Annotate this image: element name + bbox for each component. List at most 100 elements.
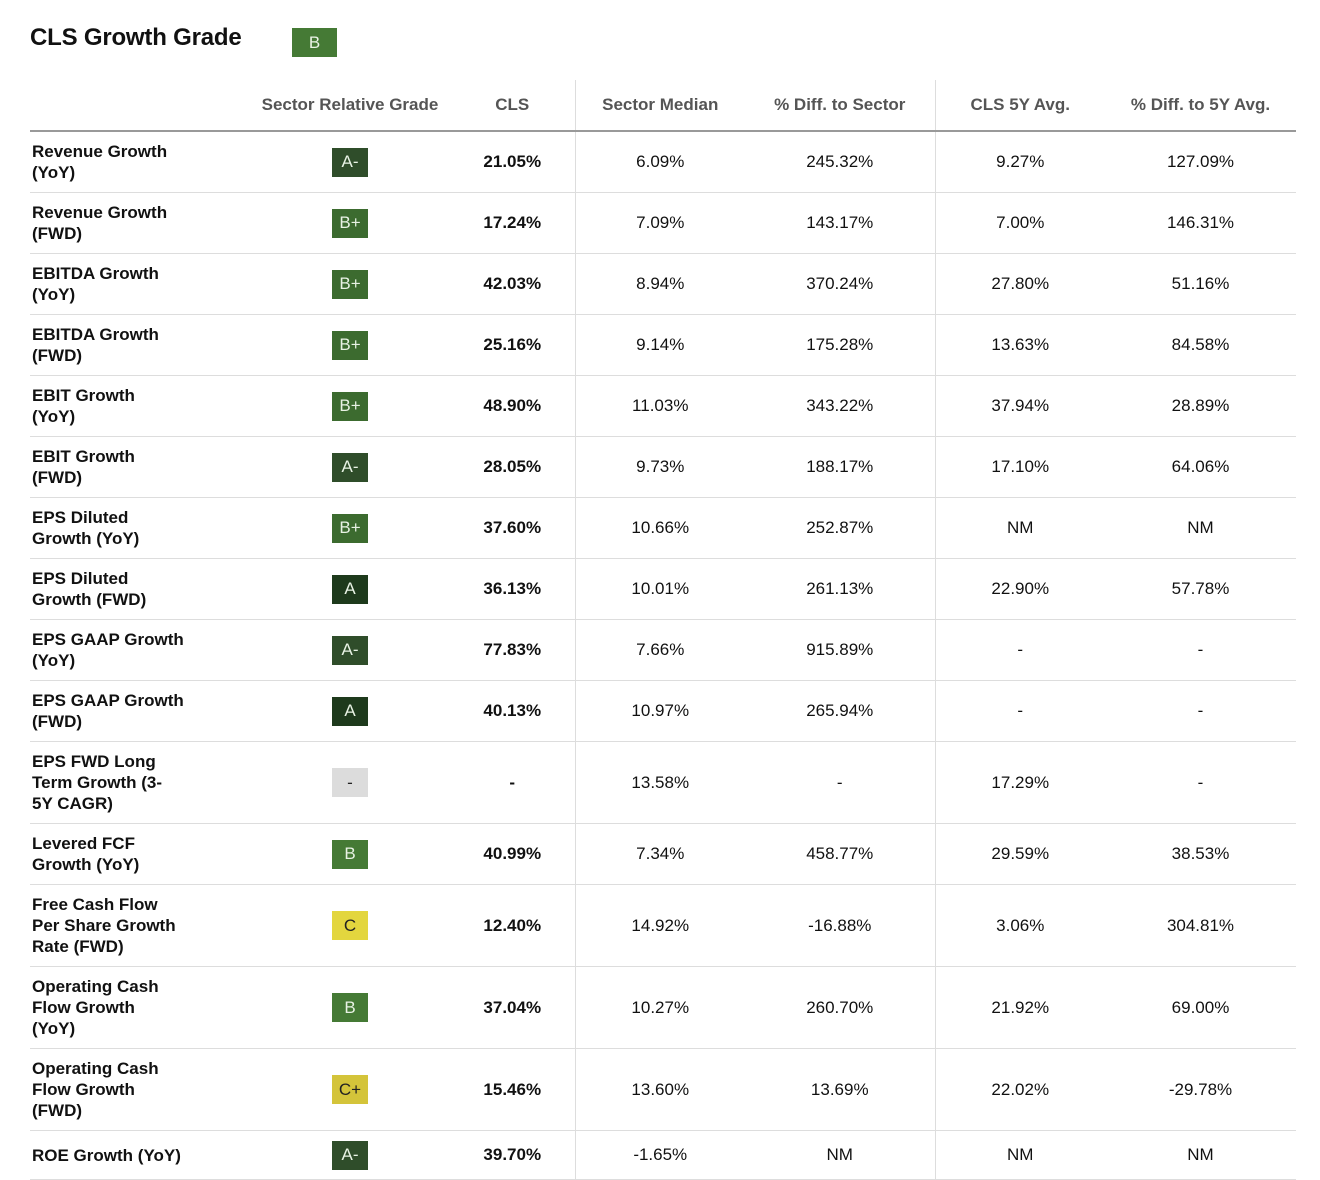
cls-value: - (450, 741, 575, 824)
metric-label: EPS FWD Long Term Growth (3- 5Y CAGR) (30, 741, 250, 824)
metric-label: Operating Cash Flow Growth (FWD) (30, 1048, 250, 1131)
grade-badge: A- (332, 1140, 368, 1170)
grade-badge: A- (332, 635, 368, 665)
table-row: EBIT Growth (YoY) B+ 48.90% 11.03% 343.22% 37… (30, 375, 1296, 437)
col-header-cls[interactable]: CLS (450, 80, 575, 132)
five-year-avg-value: 9.27% (934, 131, 1105, 193)
grade-cell: A (250, 680, 450, 742)
cls-value: 37.60% (450, 497, 575, 559)
cls-value: 42.03% (450, 253, 575, 315)
metric-label: ROE Growth (YoY) (30, 1130, 250, 1180)
table-row: EPS GAAP Growth (YoY) A- 77.83% 7.66% 915.89… (30, 619, 1296, 681)
five-year-avg-value: - (934, 619, 1105, 681)
metric-label: EPS GAAP Growth (FWD) (30, 680, 250, 742)
grade-cell: B+ (250, 192, 450, 254)
grade-cell: B+ (250, 375, 450, 437)
five-year-avg-value: 7.00% (934, 192, 1105, 254)
grade-cell: A- (250, 1130, 450, 1180)
sector-median-value: 7.09% (574, 192, 745, 254)
diff-five-year-value: - (1105, 741, 1296, 824)
col-header-sector-grade[interactable]: Sector Relative Grade (250, 80, 450, 132)
metric-label: EPS Diluted Growth (YoY) (30, 497, 250, 559)
diff-sector-value: 370.24% (745, 253, 935, 315)
sector-median-value: 6.09% (574, 131, 745, 193)
diff-sector-value: 252.87% (745, 497, 935, 559)
metric-label: EBITDA Growth (FWD) (30, 314, 250, 376)
cls-value: 77.83% (450, 619, 575, 681)
metric-label: Levered FCF Growth (YoY) (30, 823, 250, 885)
table-row: EPS GAAP Growth (FWD) A 40.13% 10.97% 265.94… (30, 680, 1296, 742)
grade-cell: B (250, 823, 450, 885)
metric-label: Revenue Growth (YoY) (30, 131, 250, 193)
five-year-avg-value: 27.80% (934, 253, 1105, 315)
col-header-5y-avg[interactable]: CLS 5Y Avg. (934, 80, 1105, 132)
diff-sector-value: 260.70% (745, 966, 935, 1049)
five-year-avg-value: 22.90% (934, 558, 1105, 620)
col-header-diff-sector[interactable]: % Diff. to Sector (745, 80, 935, 132)
diff-five-year-value: 64.06% (1105, 436, 1296, 498)
table-row: ROE Growth (YoY) A- 39.70% -1.65% NM NM NM (30, 1130, 1296, 1180)
metric-label: EPS Diluted Growth (FWD) (30, 558, 250, 620)
diff-sector-value: 458.77% (745, 823, 935, 885)
cls-value: 12.40% (450, 884, 575, 967)
grade-cell: A- (250, 131, 450, 193)
grade-badge: B+ (332, 391, 368, 421)
sector-median-value: 13.60% (574, 1048, 745, 1131)
grade-badge: C (332, 911, 368, 940)
grade-badge: A- (332, 452, 368, 482)
five-year-avg-value: 21.92% (934, 966, 1105, 1049)
table-row: Free Cash Flow Per Share Growth Rate (FW… (30, 884, 1296, 967)
page-title: CLS Growth Grade (30, 24, 242, 51)
diff-five-year-value: 69.00% (1105, 966, 1296, 1049)
grade-cell: B+ (250, 497, 450, 559)
five-year-avg-value: 13.63% (934, 314, 1105, 376)
grade-cell: C+ (250, 1048, 450, 1131)
diff-sector-value: 343.22% (745, 375, 935, 437)
grade-badge: B+ (332, 330, 368, 360)
sector-median-value: 14.92% (574, 884, 745, 967)
cls-value: 28.05% (450, 436, 575, 498)
col-header-sector-median[interactable]: Sector Median (574, 80, 745, 132)
diff-sector-value: 188.17% (745, 436, 935, 498)
metric-label: Revenue Growth (FWD) (30, 192, 250, 254)
sector-median-value: 7.34% (574, 823, 745, 885)
cls-value: 21.05% (450, 131, 575, 193)
grade-badge: B (332, 839, 368, 869)
table-row: Revenue Growth (YoY) A- 21.05% 6.09% 245.32%… (30, 131, 1296, 193)
metric-label: EPS GAAP Growth (YoY) (30, 619, 250, 681)
table-row: EPS FWD Long Term Growth (3- 5Y CAGR) - -1… (30, 741, 1296, 824)
grade-cell: A- (250, 436, 450, 498)
sector-median-value: 10.97% (574, 680, 745, 742)
diff-five-year-value: 84.58% (1105, 314, 1296, 376)
table-row: EBITDA Growth (FWD) B+ 25.16% 9.14% 175.28% 1… (30, 314, 1296, 376)
diff-sector-value: 265.94% (745, 680, 935, 742)
table-row: EBITDA Growth (YoY) B+ 42.03% 8.94% 370.24% 2… (30, 253, 1296, 315)
sector-median-value: -1.65% (574, 1130, 745, 1180)
grade-cell: A- (250, 619, 450, 681)
grade-cell: B (250, 966, 450, 1049)
table-row: EPS Diluted Growth (YoY) B+ 37.60% 10.66% 25… (30, 497, 1296, 559)
five-year-avg-value: 37.94% (934, 375, 1105, 437)
grade-badge: B+ (332, 513, 368, 543)
cls-value: 39.70% (450, 1130, 575, 1180)
sector-median-value: 9.73% (574, 436, 745, 498)
growth-grade-table: Sector Relative Grade CLS Sector Median … (30, 80, 1296, 1180)
five-year-avg-value: NM (934, 497, 1105, 559)
grade-cell: A (250, 558, 450, 620)
header-row: Sector Relative Grade CLS Sector Median … (30, 80, 1296, 132)
col-header-diff-5y[interactable]: % Diff. to 5Y Avg. (1105, 80, 1296, 132)
grade-cell: B+ (250, 314, 450, 376)
five-year-avg-value: 3.06% (934, 884, 1105, 967)
diff-five-year-value: NM (1105, 497, 1296, 559)
diff-five-year-value: 38.53% (1105, 823, 1296, 885)
metric-label: EBITDA Growth (YoY) (30, 253, 250, 315)
five-year-avg-value: 17.29% (934, 741, 1105, 824)
diff-five-year-value: 304.81% (1105, 884, 1296, 967)
grade-badge: A- (332, 147, 368, 177)
diff-five-year-value: 57.78% (1105, 558, 1296, 620)
five-year-avg-value: 17.10% (934, 436, 1105, 498)
cls-value: 17.24% (450, 192, 575, 254)
grade-cell: C (250, 884, 450, 967)
diff-five-year-value: 127.09% (1105, 131, 1296, 193)
metric-label: EBIT Growth (YoY) (30, 375, 250, 437)
